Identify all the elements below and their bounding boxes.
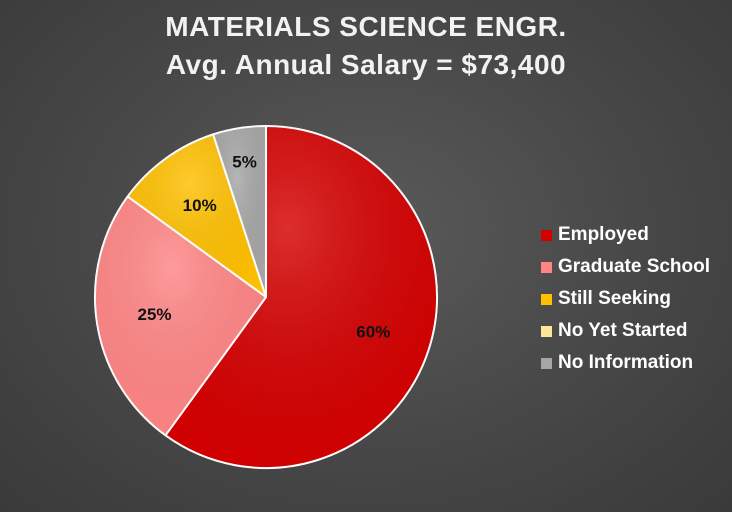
- chart-subtitle-line: Avg. Annual Salary = $73,400: [165, 49, 567, 80]
- data-label-no-information: 5%: [232, 152, 257, 171]
- chart-title: MATERIALS SCIENCE ENGR. Avg. Annual Sala…: [0, 8, 732, 84]
- legend-label-still-seeking: Still Seeking: [558, 288, 671, 309]
- legend-swatch-not-yet-started: [541, 325, 552, 337]
- legend-label-not-yet-started: No Yet Started: [558, 320, 688, 341]
- legend-item-no-information: No Information: [541, 347, 710, 379]
- legend-label-no-information: No Information: [558, 352, 694, 373]
- legend-item-still-seeking: Still Seeking: [541, 283, 710, 315]
- legend-item-graduate-school: Graduate School: [541, 251, 710, 283]
- legend-swatch-graduate-school: [541, 261, 552, 273]
- chart-title-line: MATERIALS SCIENCE ENGR.: [165, 11, 567, 42]
- legend-label-graduate-school: Graduate School: [558, 256, 711, 277]
- data-label-still-seeking: 10%: [183, 196, 217, 215]
- legend-item-not-yet-started: No Yet Started: [541, 315, 710, 347]
- legend: Employed Graduate School Still Seeking N…: [541, 219, 710, 379]
- legend-item-employed: Employed: [541, 219, 710, 251]
- legend-swatch-still-seeking: [541, 293, 552, 305]
- legend-swatch-employed: [541, 229, 552, 241]
- data-label-employed: 60%: [356, 322, 390, 341]
- pie-slices: [94, 125, 438, 469]
- pie-labels: 60% 25% 10% 5%: [137, 152, 390, 341]
- legend-label-employed: Employed: [558, 224, 649, 245]
- legend-swatch-no-information: [541, 357, 552, 369]
- data-label-graduate-school: 25%: [137, 305, 171, 324]
